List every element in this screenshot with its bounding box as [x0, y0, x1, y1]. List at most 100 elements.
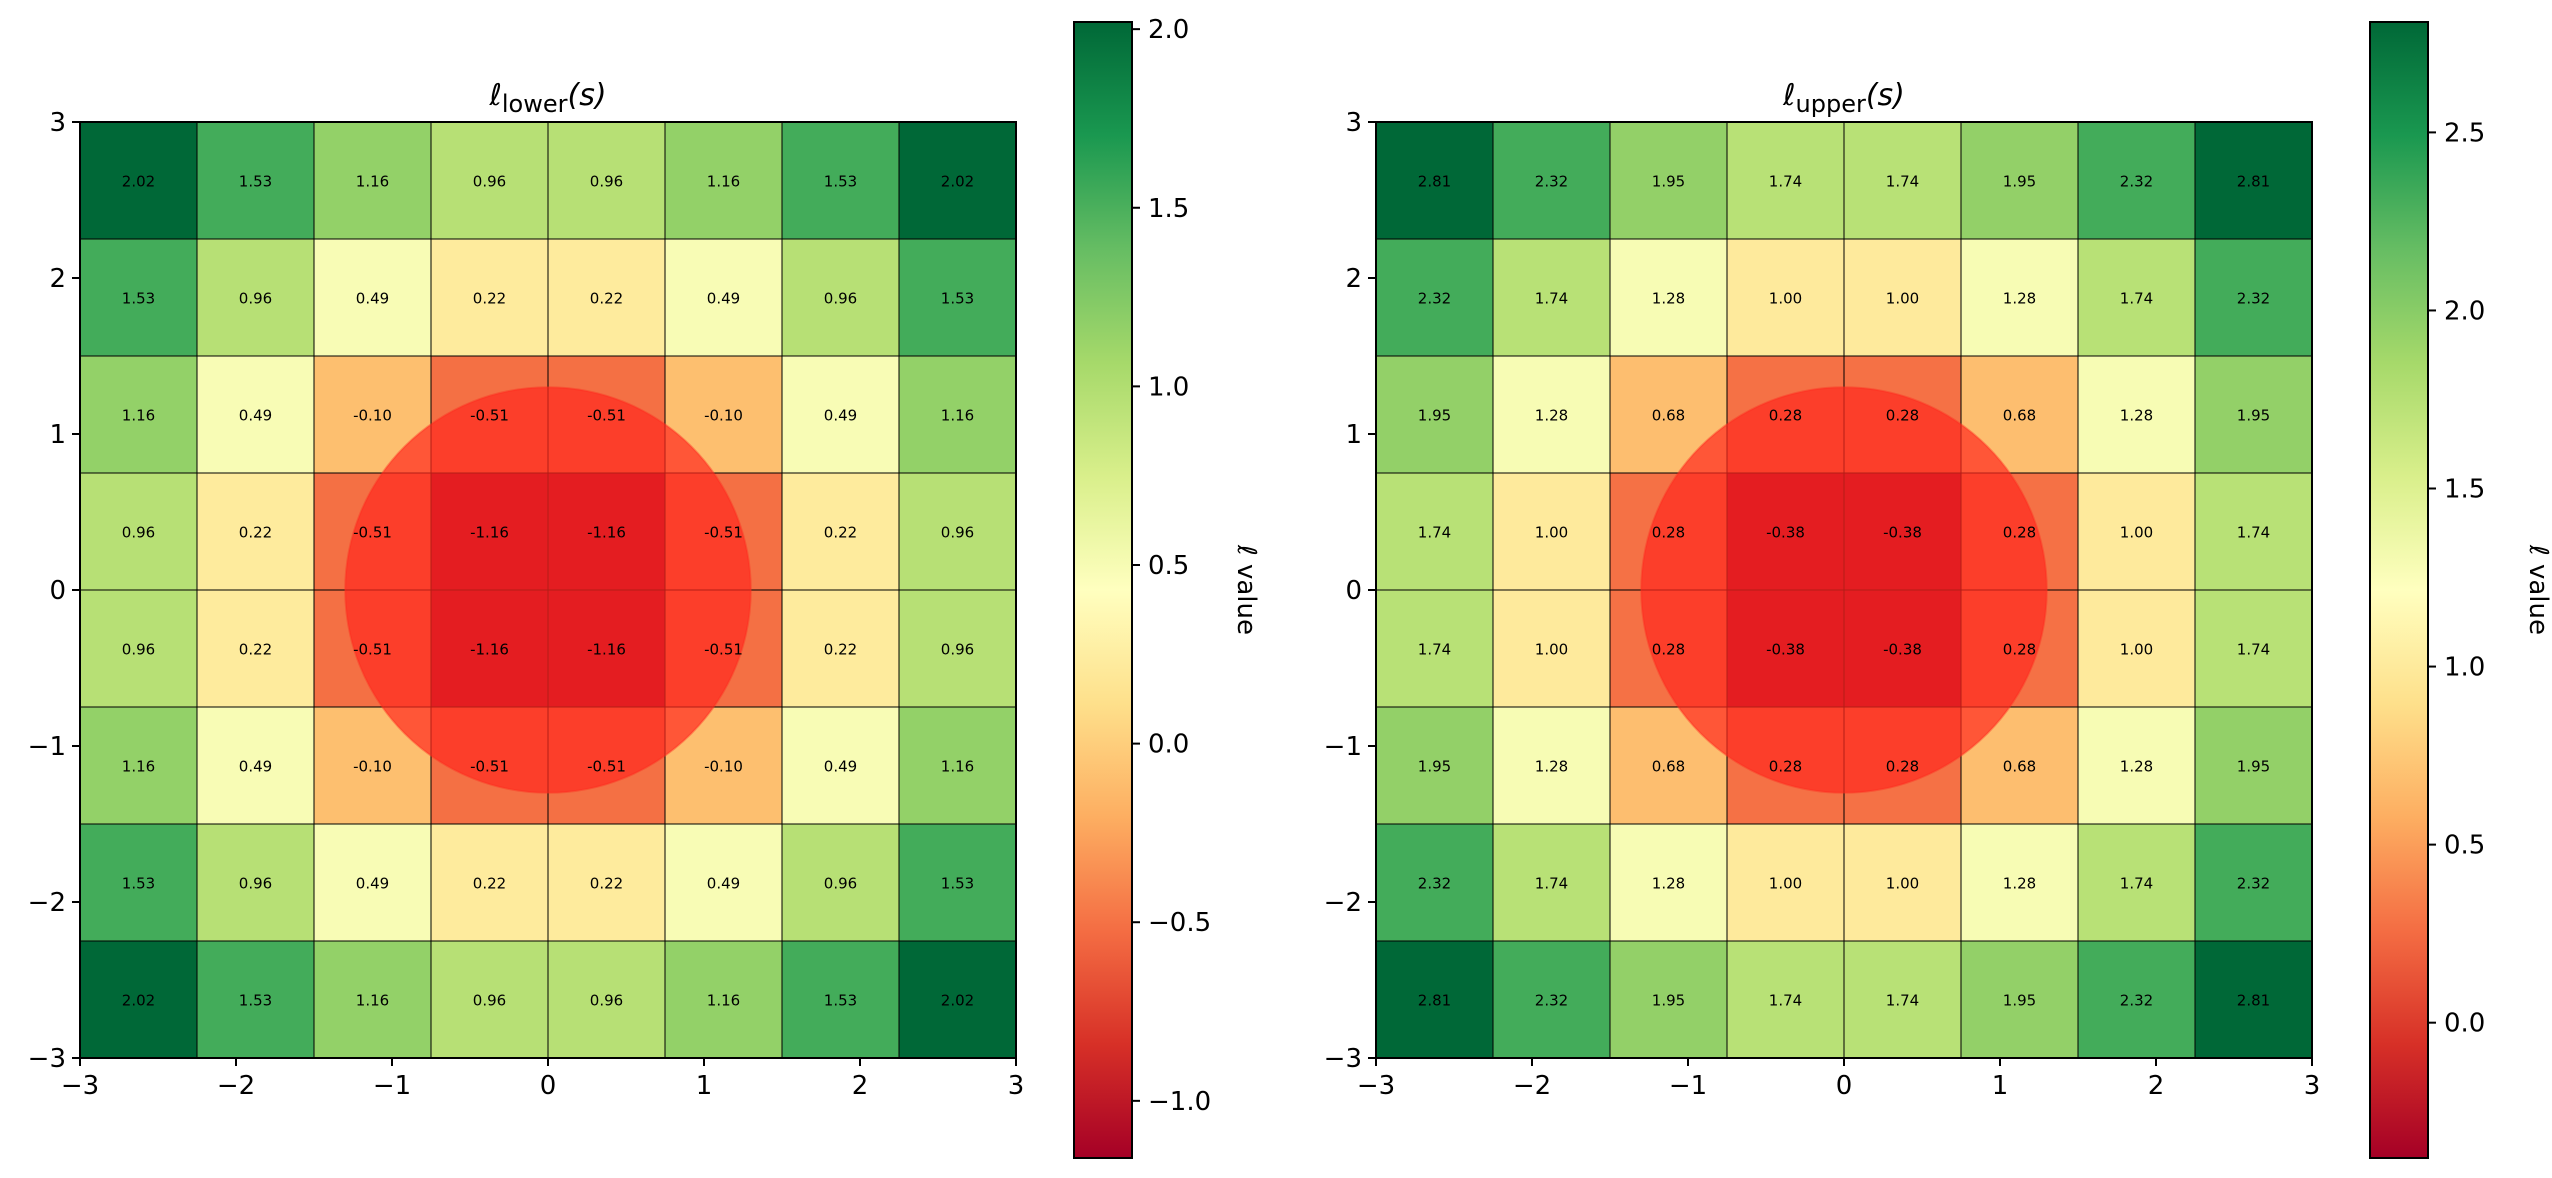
colorbar-tick-label: 1.5 [2444, 475, 2485, 505]
cell-value-label: 0.49 [824, 758, 857, 776]
upper-colorbar-label: ℓ value [2523, 544, 2552, 635]
lower-cell-labels: 2.02 1.53 1.16 0.96 0.96 1.16 1.53 2.02 1.53 0.96… [122, 173, 974, 1010]
cell-value-label: 2.81 [1418, 173, 1451, 191]
heatmap-cell [781, 823, 900, 942]
heatmap-cell [1843, 823, 1962, 942]
heatmap-cell [1609, 940, 1728, 1059]
cell-value-label: 1.74 [2237, 641, 2270, 659]
colorbar-tick-label: 2.5 [2444, 118, 2485, 148]
heatmap-cell [898, 238, 1017, 357]
heatmap-cell [196, 121, 315, 240]
cell-value-label: 2.32 [1535, 173, 1568, 191]
upper-colorbar-ticks: 0.0 0.5 1.0 1.5 2.0 2.5 [2428, 118, 2485, 1039]
heatmap-cell [1609, 121, 1728, 240]
cell-value-label: 1.16 [356, 173, 389, 191]
heatmap-cell [1843, 121, 1962, 240]
x-tick-label: −1 [1669, 1071, 1707, 1101]
heatmap-cell [1726, 121, 1845, 240]
cell-value-label: -1.16 [470, 524, 509, 542]
cell-value-label: 2.32 [2120, 173, 2153, 191]
cell-value-label: 0.49 [239, 407, 272, 425]
cell-value-label: 0.96 [941, 641, 974, 659]
heatmap-cell [196, 355, 315, 474]
cell-value-label: 1.28 [1652, 290, 1685, 308]
heatmap-cell [1726, 940, 1845, 1059]
cell-value-label: -0.51 [704, 641, 743, 659]
cell-value-label: 1.74 [1769, 992, 1802, 1010]
heatmap-cell [313, 823, 432, 942]
x-tick-label: 0 [1836, 1071, 1853, 1101]
colorbar-tick-label: −0.5 [1148, 908, 1211, 938]
heatmap-cell [1492, 238, 1611, 357]
y-tick-label: 3 [1345, 108, 1362, 138]
cell-value-label: 1.74 [2237, 524, 2270, 542]
cell-value-label: 0.49 [707, 875, 740, 893]
cell-value-label: 1.53 [122, 875, 155, 893]
upper-heatmap-cells [1375, 121, 2313, 1059]
heatmap-cell [196, 823, 315, 942]
heatmap-cell [1375, 940, 1494, 1059]
cell-value-label: 2.81 [2237, 173, 2270, 191]
cell-value-label: 0.22 [824, 641, 857, 659]
cell-value-label: 1.16 [941, 758, 974, 776]
heatmap-cell [781, 472, 900, 591]
heatmap-cell [547, 238, 666, 357]
cell-value-label: -0.51 [704, 524, 743, 542]
cell-value-label: 1.16 [356, 992, 389, 1010]
cell-value-label: 1.16 [707, 173, 740, 191]
cell-value-label: 2.81 [2237, 992, 2270, 1010]
cell-value-label: 2.02 [122, 992, 155, 1010]
cell-value-label: 1.16 [707, 992, 740, 1010]
cell-value-label: 0.96 [122, 524, 155, 542]
heatmap-cell [313, 940, 432, 1059]
x-tick-label: 1 [696, 1071, 713, 1101]
cell-value-label: 0.49 [239, 758, 272, 776]
cell-value-label: -0.38 [1883, 641, 1922, 659]
cell-value-label: 1.74 [1886, 992, 1919, 1010]
cell-value-label: 0.28 [1652, 524, 1685, 542]
heatmap-cell [664, 121, 783, 240]
heatmap-cell [2194, 589, 2313, 708]
cell-value-label: 1.53 [122, 290, 155, 308]
upper-heatmap-panel: ℓupper(s) 2.81 2.32 1.95 1.74 1.74 1.95 2.32 2.… [1324, 21, 2552, 1159]
cell-value-label: 2.32 [1535, 992, 1568, 1010]
cell-value-label: -0.51 [353, 524, 392, 542]
cell-value-label: 0.96 [473, 173, 506, 191]
lower-x-axis: −3 −2 −1 0 1 2 3 [61, 1058, 1024, 1101]
heatmap-cell [79, 472, 198, 591]
y-tick-label: 1 [1345, 420, 1362, 450]
cell-value-label: 2.02 [122, 173, 155, 191]
x-tick-label: −3 [1357, 1071, 1395, 1101]
cell-value-label: 0.96 [824, 875, 857, 893]
heatmap-cell [1492, 121, 1611, 240]
cell-value-label: 1.00 [1769, 875, 1802, 893]
cell-value-label: -0.51 [470, 407, 509, 425]
cell-value-label: 1.95 [1652, 992, 1685, 1010]
cell-value-label: 2.32 [1418, 875, 1451, 893]
heatmap-cell [2194, 238, 2313, 357]
cell-value-label: 0.68 [1652, 407, 1685, 425]
heatmap-cell [664, 238, 783, 357]
upper-cell-labels: 2.81 2.32 1.95 1.74 1.74 1.95 2.32 2.81 2.32 1.74… [1418, 173, 2270, 1010]
lower-colorbar-ticks: −1.0 −0.5 0.0 0.5 1.0 1.5 2.0 [1132, 15, 1211, 1117]
upper-y-axis: −3 −2 −1 0 1 2 3 [1324, 108, 1376, 1074]
cell-value-label: -0.10 [704, 758, 743, 776]
cell-value-label: 0.68 [2003, 758, 2036, 776]
heatmap-cell [898, 589, 1017, 708]
cell-value-label: 0.96 [122, 641, 155, 659]
heatmap-cell [1960, 238, 2079, 357]
y-tick-label: −3 [28, 1044, 66, 1074]
cell-value-label: -0.51 [587, 758, 626, 776]
cell-value-label: 1.53 [239, 173, 272, 191]
heatmap-cell [1375, 238, 1494, 357]
heatmap-cell [1492, 355, 1611, 474]
cell-value-label: -1.16 [587, 524, 626, 542]
cell-value-label: 0.96 [824, 290, 857, 308]
heatmap-cell [1492, 823, 1611, 942]
cell-value-label: 2.32 [2237, 875, 2270, 893]
colorbar-tick-label: 0.5 [2444, 831, 2485, 861]
heatmap-cell [2077, 823, 2196, 942]
heatmap-cell [1609, 823, 1728, 942]
cell-value-label: 1.28 [1535, 407, 1568, 425]
cell-value-label: 1.00 [1535, 524, 1568, 542]
